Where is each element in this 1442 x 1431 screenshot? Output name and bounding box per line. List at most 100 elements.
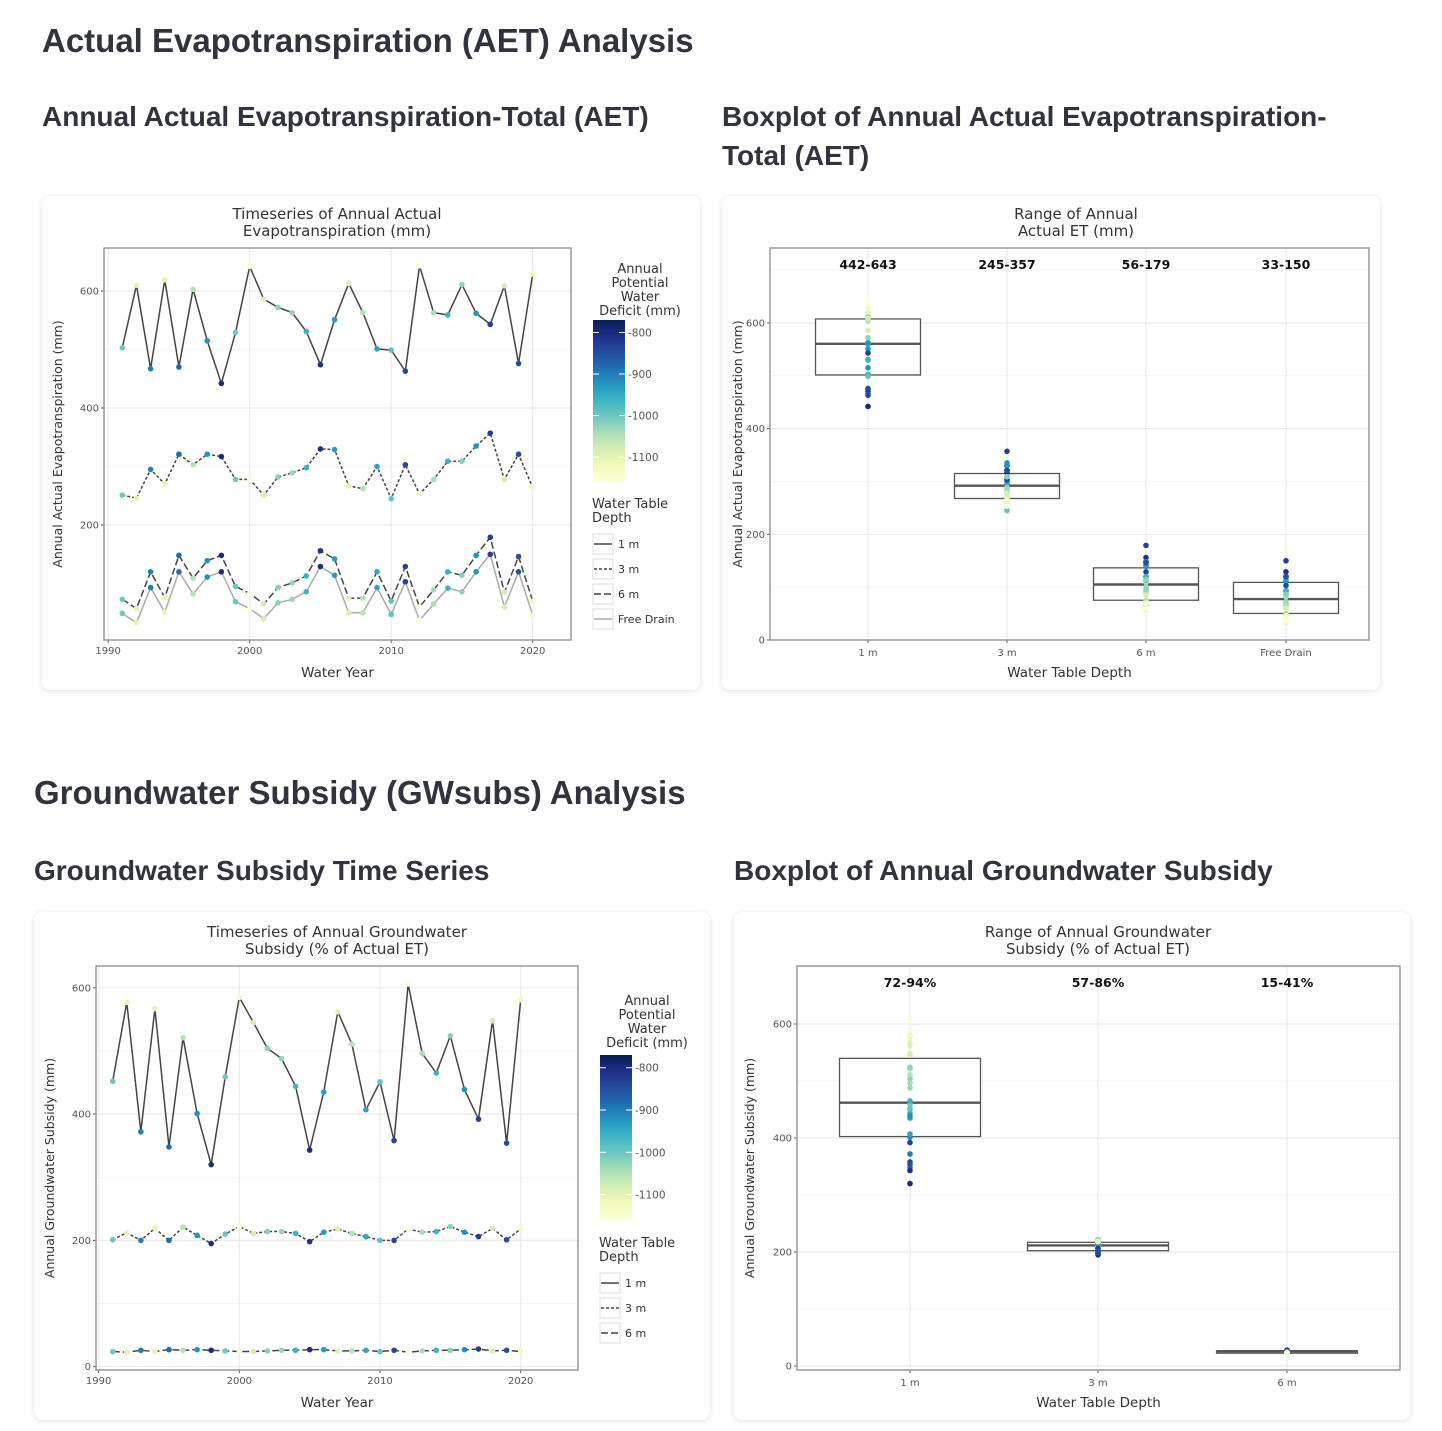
series-line-1-m bbox=[111, 983, 522, 1165]
data-point bbox=[264, 1045, 271, 1052]
data-point bbox=[331, 446, 338, 453]
data-point bbox=[1004, 473, 1010, 480]
plot-border bbox=[103, 247, 572, 641]
data-point bbox=[133, 619, 140, 626]
data-point bbox=[275, 584, 281, 591]
x-tick-label: 1990 bbox=[95, 646, 120, 657]
data-point bbox=[208, 1347, 214, 1354]
color-bar bbox=[600, 1055, 632, 1220]
chart-title-line: Subsidy (% of Actual ET) bbox=[245, 940, 429, 958]
data-point bbox=[907, 1064, 913, 1071]
data-point bbox=[391, 1237, 397, 1244]
data-point bbox=[907, 1139, 913, 1146]
data-point bbox=[335, 1226, 341, 1232]
data-point bbox=[166, 1237, 172, 1244]
data-point bbox=[907, 1161, 913, 1168]
data-point bbox=[1283, 573, 1289, 580]
data-point bbox=[515, 360, 522, 367]
range-label: 57-86% bbox=[1072, 975, 1125, 990]
chart-title-line: Timeseries of Annual Actual bbox=[231, 205, 441, 223]
data-point bbox=[180, 1224, 186, 1230]
x-tick-label: 2020 bbox=[520, 646, 545, 657]
chart-title-line: Actual ET (mm) bbox=[1018, 222, 1134, 240]
data-point bbox=[1143, 569, 1149, 575]
data-point bbox=[416, 604, 423, 610]
legend-entry-label: 3 m bbox=[618, 563, 639, 576]
data-point bbox=[447, 1347, 454, 1354]
data-point bbox=[292, 1083, 299, 1090]
data-point bbox=[907, 1080, 913, 1087]
y-tick-label: 600 bbox=[746, 318, 765, 329]
data-point bbox=[377, 1237, 383, 1244]
data-point bbox=[204, 451, 211, 458]
line-legend-title-line: Depth bbox=[599, 1250, 639, 1265]
data-point bbox=[444, 312, 451, 318]
data-point bbox=[289, 596, 295, 603]
data-point bbox=[147, 366, 154, 372]
data-point bbox=[1004, 497, 1010, 504]
data-point bbox=[236, 1223, 243, 1230]
data-point bbox=[1004, 490, 1010, 496]
data-point bbox=[503, 1236, 510, 1243]
data-point bbox=[190, 575, 196, 582]
x-tick-label: Free Drain bbox=[1260, 648, 1311, 659]
x-tick-label: 2020 bbox=[508, 1376, 533, 1387]
data-point bbox=[907, 1180, 913, 1187]
data-point bbox=[306, 1147, 313, 1153]
data-point bbox=[349, 1348, 355, 1354]
data-point bbox=[865, 356, 871, 363]
data-point bbox=[345, 483, 352, 489]
data-point bbox=[345, 280, 352, 287]
data-point bbox=[1004, 507, 1010, 514]
data-point bbox=[433, 1228, 440, 1235]
x-axis-label: Water Year bbox=[301, 1395, 374, 1411]
data-point bbox=[444, 458, 451, 465]
data-point bbox=[133, 495, 140, 501]
data-point bbox=[109, 1236, 116, 1243]
x-tick-label: 6 m bbox=[1277, 1378, 1296, 1389]
data-point bbox=[1143, 605, 1149, 612]
data-point bbox=[133, 282, 140, 288]
data-point bbox=[388, 611, 394, 618]
data-point bbox=[907, 1050, 913, 1057]
data-point bbox=[264, 1228, 271, 1235]
legend-entry-label: 1 m bbox=[625, 1277, 646, 1290]
chart-title-line: Subsidy (% of Actual ET) bbox=[1006, 940, 1190, 958]
color-legend-title-line: Annual bbox=[624, 994, 669, 1009]
x-tick-label: 3 m bbox=[1088, 1378, 1107, 1389]
data-point bbox=[320, 1229, 327, 1235]
data-point bbox=[1143, 583, 1149, 590]
legend-key-box bbox=[592, 583, 614, 605]
line-legend-title-line: Water Table bbox=[599, 1236, 675, 1251]
y-axis-label: Annual Actual Evapotranspiration (mm) bbox=[730, 320, 745, 567]
data-point bbox=[190, 286, 196, 293]
data-point bbox=[218, 569, 225, 575]
data-point bbox=[529, 484, 536, 491]
data-point bbox=[865, 340, 871, 346]
data-point bbox=[190, 591, 196, 597]
y-tick-label: 200 bbox=[80, 521, 99, 532]
data-point bbox=[360, 485, 366, 492]
data-point bbox=[419, 1348, 426, 1354]
data-point bbox=[303, 328, 310, 335]
data-point bbox=[907, 1032, 913, 1038]
data-point bbox=[204, 574, 211, 580]
data-point bbox=[123, 999, 130, 1006]
data-point bbox=[444, 585, 451, 591]
y-axis-label: Annual Groundwater Subsidy (mm) bbox=[42, 1058, 57, 1278]
data-point bbox=[317, 563, 324, 570]
data-point bbox=[503, 1140, 510, 1146]
data-point bbox=[405, 1349, 411, 1355]
color-bar-tick-label: -1100 bbox=[628, 452, 659, 464]
x-tick-label: 1990 bbox=[86, 1376, 111, 1387]
data-point bbox=[152, 1005, 158, 1012]
data-point bbox=[331, 572, 338, 579]
data-point bbox=[194, 1346, 200, 1353]
y-tick-label: 200 bbox=[773, 1248, 792, 1259]
y-tick-label: 600 bbox=[773, 1020, 792, 1031]
y-axis-label: Annual Groundwater Subsidy (mm) bbox=[742, 1058, 757, 1278]
range-label: 56-179 bbox=[1122, 257, 1171, 272]
data-point bbox=[360, 609, 366, 616]
data-point bbox=[517, 1226, 524, 1232]
